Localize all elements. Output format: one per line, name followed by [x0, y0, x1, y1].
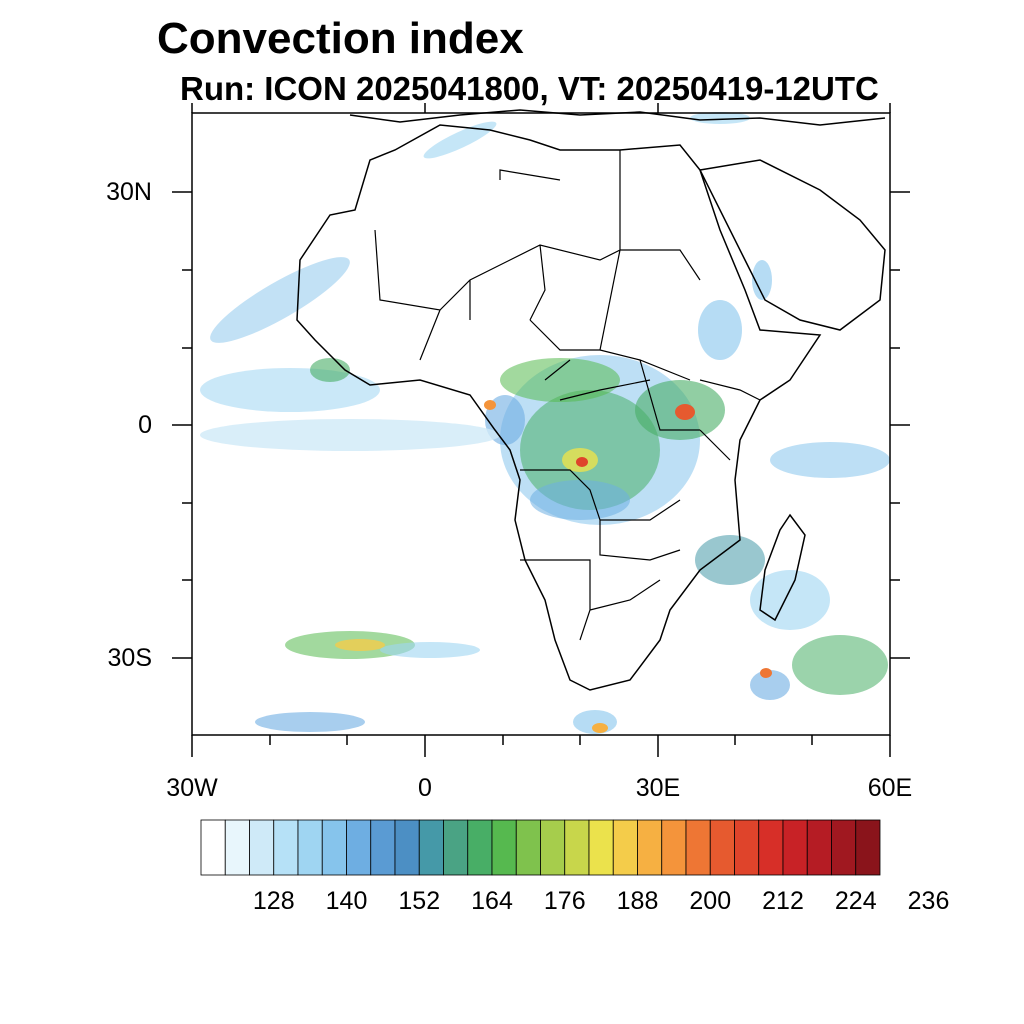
lat-label-30s: 30S [107, 644, 152, 672]
lon-label-30e: 30E [635, 774, 681, 802]
colorbar-swatch [637, 819, 663, 876]
colorbar-swatch [394, 819, 420, 876]
congo-convection-red [576, 457, 588, 467]
yemen-convection [752, 260, 772, 300]
colorbar-swatch [515, 819, 541, 876]
colorbar [200, 819, 881, 876]
south-atlantic-core [335, 639, 385, 651]
indian-ocean-west [750, 670, 790, 700]
colorbar-label: 212 [762, 887, 804, 915]
lon-label-30w: 30W [166, 774, 218, 802]
colorbar-label: 200 [689, 887, 732, 915]
run-info-subtitle: Run: ICON 2025041800, VT: 20250419-12UTC [180, 70, 879, 107]
madagascar-coast [759, 513, 806, 622]
lake-victoria-hotspot [675, 404, 695, 420]
colorbar-swatch [831, 819, 857, 876]
colorbar-swatch [661, 819, 687, 876]
africa-coastline [296, 124, 822, 691]
colorbar-label: 176 [543, 887, 586, 915]
colorbar-swatch [297, 819, 323, 876]
colorbar-swatch [224, 819, 250, 876]
colorbar-swatch [418, 819, 444, 876]
convection-field [200, 112, 890, 734]
country-borders [191, 112, 891, 736]
colorbar-swatch [200, 819, 226, 876]
gulf-guinea-hotspot [484, 400, 496, 410]
colorbar-swatch [685, 819, 711, 876]
mediterranean-streak [690, 112, 750, 124]
lon-label-0: 0 [418, 774, 432, 802]
colorbar-swatch [734, 819, 760, 876]
colorbar-label: 164 [471, 887, 513, 915]
colorbar-swatch [273, 819, 299, 876]
colorbar-swatch [612, 819, 638, 876]
colorbar-swatch [370, 819, 396, 876]
madagascar-band [750, 570, 830, 630]
congo-convection-green [520, 390, 660, 510]
colorbar-label: 140 [325, 887, 368, 915]
indian-ocean-band [792, 635, 888, 695]
colorbar-label: 236 [907, 887, 950, 915]
sahel-convection [500, 358, 620, 402]
arabia-coast [698, 159, 886, 331]
south-bottom-band [255, 712, 365, 732]
lon-label-60e: 60E [867, 774, 913, 802]
colorbar-swatch [758, 819, 784, 876]
colorbar-swatch [564, 819, 590, 876]
colorbar-swatch [709, 819, 735, 876]
colorbar-swatch [540, 819, 566, 876]
north-atlantic-streak [423, 121, 497, 159]
atlantic-streak-equator [200, 419, 500, 451]
colorbar-swatch [491, 819, 517, 876]
page-title: Convection index [157, 14, 524, 63]
colorbar-swatch [321, 819, 347, 876]
atlantic-streak-north [210, 257, 350, 343]
colorbar-label: 188 [616, 887, 659, 915]
indian-ocean-hotspot [760, 668, 772, 678]
south-cape-core [592, 723, 608, 733]
axis-ticks [172, 103, 910, 757]
colorbar-label: 152 [398, 887, 441, 915]
colorbar-label: 224 [834, 887, 877, 915]
mozambique-convection [695, 535, 765, 585]
colorbar-swatch [782, 819, 808, 876]
lat-label-30n: 30N [106, 178, 152, 206]
colorbar-swatch [346, 819, 372, 876]
colorbar-swatch [249, 819, 275, 876]
lat-label-0: 0 [138, 411, 152, 439]
angola-convection [530, 480, 630, 520]
ethiopia-convection [698, 300, 742, 360]
colorbar-swatch [806, 819, 832, 876]
colorbar-swatch [588, 819, 614, 876]
tanzania-ocean-band [770, 442, 890, 478]
border-lines [374, 150, 761, 641]
plot-frame [191, 112, 891, 736]
colorbar-swatch [443, 819, 469, 876]
colorbar-label: 128 [252, 887, 295, 915]
colorbar-swatch [467, 819, 493, 876]
colorbar-swatch [855, 819, 881, 876]
south-atlantic-tail [380, 642, 480, 658]
